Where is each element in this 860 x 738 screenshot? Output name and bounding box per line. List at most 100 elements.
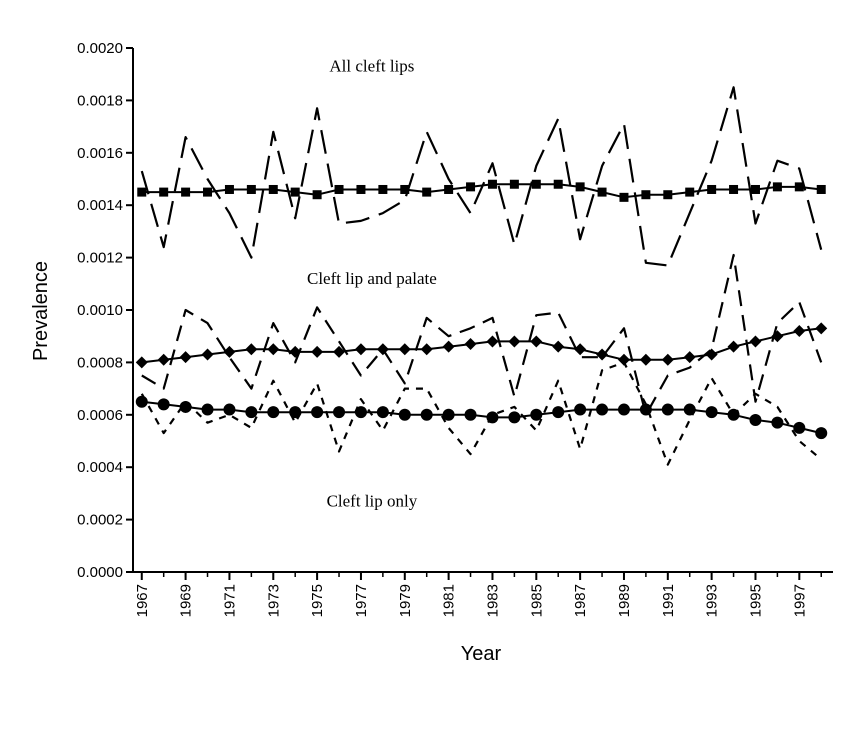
marker-diamond [727, 340, 740, 353]
marker-circle [574, 403, 587, 416]
x-tick-label: 1971 [221, 584, 238, 617]
marker-circle [201, 403, 214, 416]
marker-diamond [815, 322, 828, 335]
x-tick-label: 1987 [572, 584, 589, 617]
marker-circle [771, 416, 784, 429]
marker-square [444, 184, 454, 194]
marker-square [729, 184, 739, 194]
y-tick-label: 0.0020 [77, 40, 123, 57]
x-tick-label: 1969 [178, 584, 195, 617]
marker-circle [179, 400, 192, 413]
marker-circle [793, 421, 806, 434]
marker-circle [464, 408, 477, 421]
marker-square [509, 179, 519, 189]
marker-square [203, 187, 213, 197]
marker-square [334, 184, 344, 194]
marker-diamond [464, 338, 477, 351]
annotation-all-cleft-lips: All cleft lips [329, 57, 414, 76]
series-group [135, 86, 828, 466]
axes: 0.0000 0.0002 0.0004 0.0006 0.0008 0.0010 0.00… [77, 40, 833, 617]
marker-circle [333, 406, 346, 419]
marker-diamond [267, 343, 280, 356]
marker-circle [135, 395, 148, 408]
marker-diamond [179, 351, 192, 364]
x-tick-label: 1977 [353, 584, 370, 617]
marker-square [663, 190, 673, 200]
marker-diamond [157, 353, 170, 366]
x-tick-label: 1989 [616, 584, 633, 617]
series-line-all-cleft-lips-observed [140, 86, 823, 267]
y-tick-label: 0.0006 [77, 407, 123, 424]
x-tick-label: 1975 [309, 584, 326, 617]
marker-circle [596, 403, 609, 416]
y-tick-label: 0.0010 [77, 302, 123, 319]
marker-diamond [639, 353, 652, 366]
marker-square [422, 187, 432, 197]
marker-diamond [683, 351, 696, 364]
marker-circle [617, 403, 630, 416]
marker-diamond [530, 335, 543, 348]
marker-diamond [376, 343, 389, 356]
marker-circle [223, 403, 236, 416]
x-tick-label: 1997 [791, 584, 808, 617]
marker-diamond [749, 335, 762, 348]
marker-square [772, 182, 782, 192]
x-tick-label: 1993 [704, 584, 721, 617]
marker-diamond [771, 330, 784, 343]
y-tick-label: 0.0004 [77, 459, 123, 476]
marker-diamond [311, 345, 324, 358]
marker-square [794, 182, 804, 192]
marker-square [356, 184, 366, 194]
annotation-cleft-lip-only: Cleft lip only [327, 492, 418, 511]
marker-diamond [552, 340, 565, 353]
y-tick-label: 0.0012 [77, 250, 123, 267]
marker-square [531, 179, 541, 189]
y-tick-label: 0.0002 [77, 512, 123, 529]
x-tick-label: 1983 [484, 584, 501, 617]
y-tick-label: 0.0008 [77, 354, 123, 371]
marker-square [707, 184, 717, 194]
series-line-cleft-lip-and-palate-trend [141, 327, 822, 364]
marker-square [181, 187, 191, 197]
marker-diamond [508, 335, 521, 348]
annotations: All cleft lips Cleft lip and palate Cleft … [307, 57, 437, 511]
marker-square [378, 184, 388, 194]
marker-circle [289, 406, 302, 419]
marker-diamond [245, 343, 258, 356]
marker-square [400, 184, 410, 194]
marker-square [575, 182, 585, 192]
marker-circle [508, 411, 521, 424]
marker-diamond [201, 348, 214, 361]
marker-diamond [705, 348, 718, 361]
x-tick-label: 1985 [528, 584, 545, 617]
marker-diamond [135, 356, 148, 369]
marker-diamond [793, 324, 806, 337]
marker-circle [661, 403, 674, 416]
marker-square [597, 187, 607, 197]
marker-circle [683, 403, 696, 416]
marker-circle [727, 408, 740, 421]
marker-square [466, 182, 476, 192]
marker-square [685, 187, 695, 197]
marker-square [268, 184, 278, 194]
marker-diamond [289, 345, 302, 358]
marker-circle [639, 403, 652, 416]
marker-diamond [574, 343, 587, 356]
marker-circle [311, 406, 324, 419]
marker-square [137, 187, 147, 197]
marker-diamond [617, 353, 630, 366]
y-tick-label: 0.0014 [77, 197, 123, 214]
annotation-cleft-lip-and-palate: Cleft lip and palate [307, 269, 437, 288]
marker-diamond [420, 343, 433, 356]
marker-square [246, 184, 256, 194]
marker-square [816, 184, 826, 194]
marker-square [312, 190, 322, 200]
marker-circle [442, 408, 455, 421]
x-tick-label: 1991 [660, 584, 677, 617]
marker-circle [398, 408, 411, 421]
marker-circle [376, 406, 389, 419]
marker-diamond [333, 345, 346, 358]
marker-circle [354, 406, 367, 419]
marker-square [750, 184, 760, 194]
